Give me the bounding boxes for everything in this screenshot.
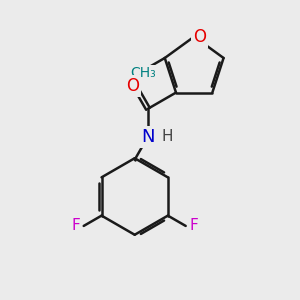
Text: O: O <box>126 76 139 94</box>
Text: O: O <box>193 28 206 46</box>
Text: H: H <box>161 129 173 144</box>
Text: F: F <box>190 218 198 233</box>
Text: CH₃: CH₃ <box>130 67 156 80</box>
Text: F: F <box>71 218 80 233</box>
Text: N: N <box>141 128 155 146</box>
